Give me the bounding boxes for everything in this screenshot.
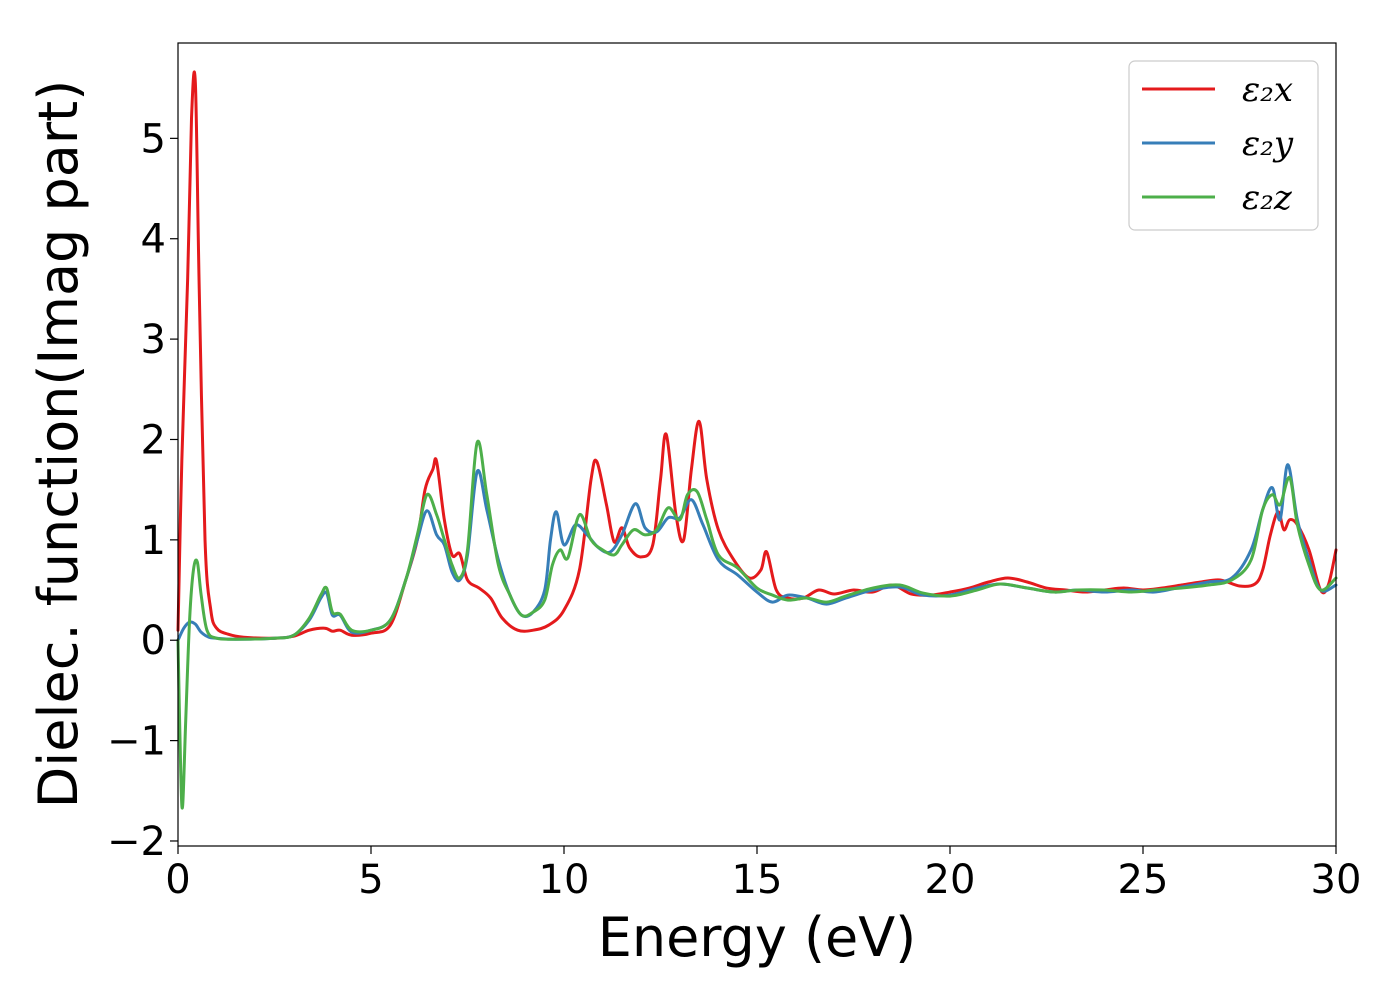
legend-box	[1128, 60, 1319, 231]
y-tick-label: 4	[141, 217, 166, 263]
x-tick-label: 0	[165, 857, 190, 903]
y-tick-label: −1	[107, 719, 166, 765]
legend: ε₂x ε₂y ε₂z	[1128, 60, 1319, 231]
x-tick-label: 15	[732, 857, 783, 903]
y-tick-label: 1	[141, 518, 166, 564]
x-tick-label: 5	[358, 857, 383, 903]
x-tick-label: 25	[1118, 857, 1169, 903]
x-tick-label: 10	[539, 857, 590, 903]
x-tick-label: 30	[1311, 857, 1362, 903]
series-line-2	[176, 463, 1338, 642]
x-axis: 0 5 10 15 20 25 30	[165, 846, 1361, 903]
legend-label: ε₂x	[1242, 70, 1293, 110]
series-layer	[176, 70, 1338, 810]
legend-label: ε₂y	[1242, 124, 1294, 164]
y-tick-label: 5	[141, 116, 166, 162]
legend-label: ε₂z	[1242, 178, 1293, 218]
y-axis-title: Dielec. function(Imag part)	[27, 80, 90, 809]
y-tick-label: 3	[141, 317, 166, 363]
y-axis: −2 −1 0 1 2 3 4 5	[107, 116, 178, 865]
y-tick-label: 2	[141, 417, 166, 463]
y-tick-label: −2	[107, 819, 166, 865]
series-line-3	[176, 439, 1338, 810]
x-tick-label: 20	[925, 857, 976, 903]
x-axis-title: Energy (eV)	[598, 906, 917, 969]
y-tick-label: 0	[141, 618, 166, 664]
